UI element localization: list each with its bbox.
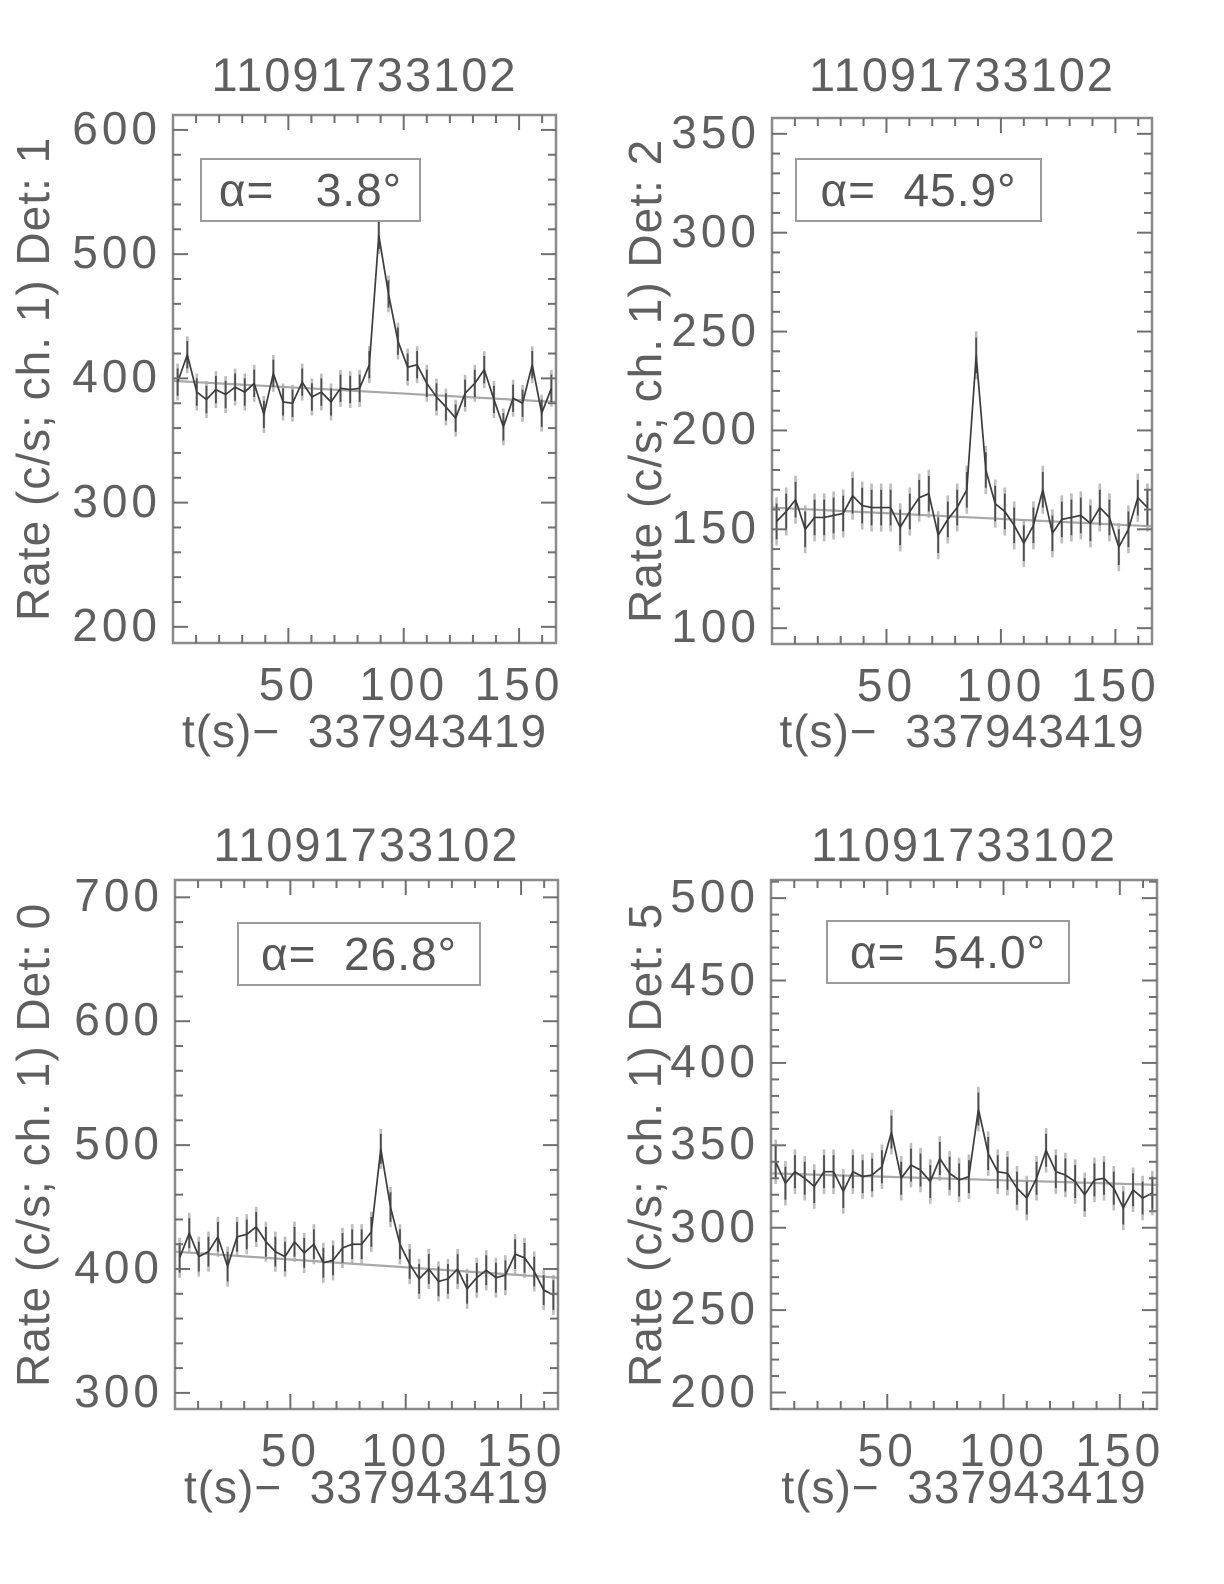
- y-tick-label: 250: [671, 303, 760, 356]
- data-layer: [173, 217, 556, 446]
- y-tick-label: 200: [72, 598, 161, 651]
- x-tick-label: 150: [474, 658, 564, 710]
- trend-line: [173, 379, 556, 404]
- alpha-annotation-text: α= 3.8°: [218, 164, 403, 216]
- panel-det-2: 11091733102 Rate (c/s; ch. 1) Det: 2 α= …: [612, 0, 1224, 792]
- x-tick-label: 50: [856, 659, 917, 711]
- y-tick-label: 400: [74, 1241, 163, 1293]
- axis-ticks: [771, 880, 1157, 1410]
- plot-title: 11091733102: [213, 818, 520, 871]
- plot-title: 11091733102: [211, 48, 518, 101]
- axis-ticks: [173, 115, 556, 643]
- y-tick-label: 200: [671, 402, 760, 455]
- panel-det-1: 11091733102 Rate (c/s; ch. 1) Det: 1 α= …: [0, 0, 612, 792]
- x-tick-label: 50: [258, 658, 318, 710]
- y-tick-label: 450: [670, 952, 759, 1005]
- data-line: [178, 1148, 554, 1296]
- x-tick-label: 150: [476, 1424, 566, 1476]
- plot-title: 11091733102: [810, 818, 1118, 871]
- data-line: [775, 355, 1149, 550]
- y-axis-label: Rate (c/s; ch. 1) Det: 2: [619, 138, 671, 624]
- y-tick-label: 350: [671, 105, 760, 158]
- y-tick-label: 300: [72, 474, 161, 527]
- y-tick-label: 200: [670, 1364, 759, 1417]
- panel-det-0: 11091733102 Rate (c/s; ch. 1) Det: 0 α= …: [0, 792, 612, 1584]
- alpha-annotation: α= 54.0°: [826, 920, 1070, 984]
- y-tick-label: 500: [670, 870, 759, 923]
- alpha-annotation: α= 26.8°: [237, 922, 481, 986]
- alpha-annotation-text: α= 54.0°: [850, 926, 1046, 978]
- y-tick-label: 100: [671, 600, 760, 653]
- x-axis-label: t(s)− 337943419: [181, 705, 548, 757]
- x-tick-label: 150: [1070, 659, 1160, 711]
- data-layer: [771, 1086, 1157, 1231]
- trend-line: [175, 1250, 558, 1279]
- y-tick-label: 600: [74, 993, 163, 1046]
- y-tick-label: 500: [74, 1117, 163, 1170]
- y-tick-label: 300: [671, 204, 760, 257]
- y-tick-label: 150: [671, 501, 760, 554]
- x-tick-label: 150: [1075, 1424, 1165, 1476]
- y-tick-label: 400: [72, 350, 161, 403]
- x-tick-label: 100: [956, 659, 1046, 711]
- x-tick-label: 100: [959, 1424, 1048, 1476]
- x-tick-label: 100: [361, 1424, 451, 1476]
- y-tick-label: 700: [74, 869, 163, 922]
- data-line: [774, 1108, 1153, 1210]
- x-tick-label: 100: [359, 658, 449, 710]
- x-tick-label: 50: [857, 1424, 917, 1476]
- y-tick-label: 350: [670, 1117, 759, 1170]
- x-axis-label: t(s)− 337943419: [781, 1461, 1147, 1513]
- plot-area-det-0: [173, 878, 560, 1411]
- axis-ticks: [175, 880, 558, 1409]
- x-axis-label: t(s)− 337943419: [779, 705, 1145, 757]
- y-tick-label: 300: [74, 1364, 163, 1417]
- alpha-annotation-text: α= 26.8°: [261, 928, 457, 980]
- data-line: [176, 235, 553, 430]
- plot-area-det-5: [769, 878, 1159, 1411]
- plot-area-det-1: [171, 113, 558, 645]
- y-tick-label: 300: [670, 1199, 759, 1252]
- y-tick-label: 250: [670, 1282, 759, 1335]
- y-tick-label: 400: [670, 1034, 759, 1087]
- plot-title: 11091733102: [808, 48, 1116, 101]
- panel-det-5: 11091733102 Rate (c/s; ch. 1) Det: 5 α= …: [612, 792, 1224, 1584]
- plot-frame: [770, 116, 1154, 646]
- alpha-annotation: α= 45.9°: [795, 158, 1042, 222]
- data-layer: [772, 331, 1152, 572]
- x-tick-label: 50: [260, 1424, 320, 1476]
- trend-line: [772, 506, 1152, 528]
- y-tick-label: 600: [72, 101, 161, 154]
- alpha-annotation-text: α= 45.9°: [820, 164, 1017, 216]
- plot-area-det-2: [770, 116, 1154, 646]
- x-axis-label: t(s)− 337943419: [183, 1461, 550, 1513]
- y-tick-label: 500: [72, 226, 161, 279]
- data-layer: [175, 1128, 558, 1316]
- axis-ticks: [772, 118, 1152, 644]
- alpha-annotation: α= 3.8°: [200, 158, 421, 222]
